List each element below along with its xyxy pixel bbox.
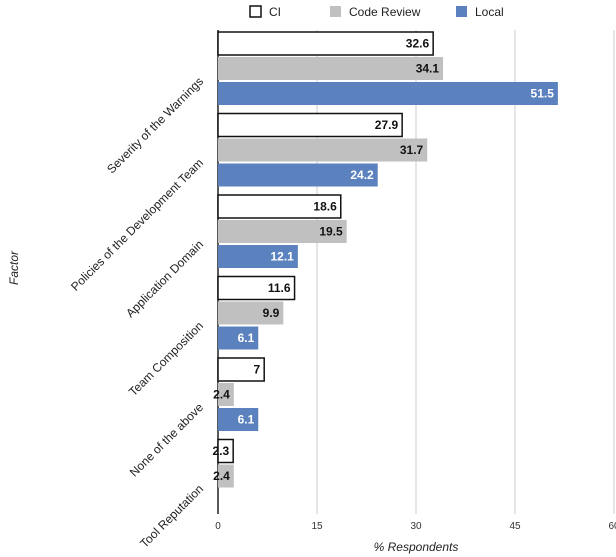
bar-ci-policies-of-the-development-team <box>217 112 403 138</box>
data-label: 2.4 <box>213 469 230 483</box>
bar-ci-tool-reputation <box>217 438 234 464</box>
bar-code-review-tool-reputation <box>218 464 234 488</box>
bar-ci-team-composition <box>217 275 296 301</box>
bar-local-team-composition <box>218 326 259 350</box>
x-axis-title: % Respondents <box>374 540 459 554</box>
legend-label-local: Local <box>475 5 504 19</box>
category-label: None of the above <box>127 400 206 479</box>
bar-code-review-policies-of-the-development-team <box>218 138 428 162</box>
bar-ci-none-of-the-above <box>217 357 265 382</box>
data-label: 6.1 <box>238 413 255 427</box>
data-label: 18.6 <box>313 200 337 214</box>
data-label: 6.1 <box>238 331 255 345</box>
x-tick-label: 60 <box>608 521 616 532</box>
data-label: 19.5 <box>319 225 343 239</box>
x-tick-label: 30 <box>410 521 422 532</box>
data-label: 34.1 <box>416 62 440 76</box>
bar-code-review-team-composition <box>218 301 284 325</box>
y-axis-title: Factor <box>7 250 21 285</box>
x-tick-label: 0 <box>215 521 221 532</box>
bar-ci-application-domain <box>217 194 342 219</box>
bar-code-review-none-of-the-above <box>218 383 234 406</box>
data-label: 31.7 <box>400 143 424 157</box>
bar-code-review-severity-of-the-warnings <box>218 57 444 80</box>
legend: CI Code Review Local <box>249 5 504 19</box>
bar-local-none-of-the-above <box>218 408 259 431</box>
data-label: 27.9 <box>375 118 399 132</box>
x-tick-label: 45 <box>509 521 521 532</box>
legend-swatch-code-review <box>330 6 341 17</box>
data-label: 12.1 <box>271 250 295 264</box>
data-label: 9.9 <box>263 306 280 320</box>
data-label: 7 <box>254 363 261 377</box>
data-label: 2.3 <box>212 444 229 458</box>
bar-local-policies-of-the-development-team <box>218 163 378 187</box>
legend-swatch-ci <box>249 5 262 18</box>
bars: 32.6 34.1 51.5 27.931.7 24.2 18.6 19.5 12.1 11.6… <box>212 31 558 488</box>
legend-label-code-review: Code Review <box>349 5 421 19</box>
category-label: Policies of the Development Team <box>68 156 206 294</box>
legend-swatch-local <box>456 6 467 17</box>
category-label: Team Composition <box>126 319 206 399</box>
x-tick-label: 15 <box>311 521 323 532</box>
bar-local-application-domain <box>218 245 298 268</box>
data-label: 2.4 <box>213 388 230 402</box>
data-label: 51.5 <box>531 87 555 101</box>
data-label: 11.6 <box>268 281 291 295</box>
bar-ci-severity-of-the-warnings <box>217 31 434 56</box>
category-label: Tool Reputation <box>137 482 206 551</box>
gridlines <box>217 30 615 514</box>
data-label: 24.2 <box>350 168 374 182</box>
legend-label-ci: CI <box>269 5 281 19</box>
data-label: 32.6 <box>406 37 430 51</box>
category-label: Application Domain <box>123 237 206 320</box>
bar-code-review-application-domain <box>218 220 347 243</box>
bar-local-severity-of-the-warnings <box>218 82 558 105</box>
